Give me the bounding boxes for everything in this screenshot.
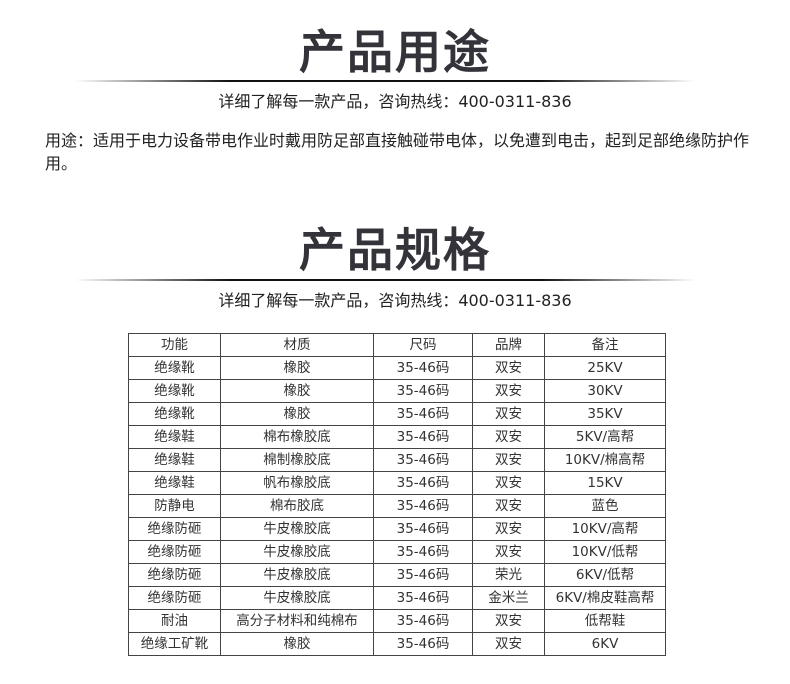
table-cell: 棉布橡胶底: [220, 425, 374, 449]
spec-table: 功能 材质 尺码 品牌 备注 绝缘靴 橡胶 35-46码 双安 25KV 绝缘靴 橡胶 35-46码 双安…: [128, 333, 666, 656]
table-cell: 绝缘工矿靴: [128, 632, 221, 656]
table-cell: 35-46码: [373, 563, 473, 587]
table-cell: 棉制橡胶底: [220, 448, 374, 472]
table-cell: 功能: [128, 333, 221, 357]
table-cell: 10KV/棉高帮: [544, 448, 666, 472]
table-cell: 30KV: [544, 379, 666, 403]
table-cell: 10KV/高帮: [544, 517, 666, 541]
table-cell: 35KV: [544, 402, 666, 426]
table-header-row: 功能 材质 尺码 品牌 备注: [128, 333, 666, 357]
usage-text: 用途：适用于电力设备带电作业时戴用防足部直接触碰带电体，以免遭到电击，起到足部绝…: [45, 131, 750, 173]
table-row: 绝缘防砸 牛皮橡胶底 35-46码 金米兰 6KV/棉皮鞋高帮: [128, 586, 666, 610]
divider: [75, 80, 695, 82]
table-cell: 35-46码: [373, 425, 473, 449]
spec-title: 产品规格: [299, 223, 491, 277]
table-row: 绝缘鞋 棉布橡胶底 35-46码 双安 5KV/高帮: [128, 425, 666, 449]
table-cell: 橡胶: [220, 356, 374, 380]
table-cell: 绝缘靴: [128, 402, 221, 426]
table-cell: 35-46码: [373, 632, 473, 656]
table-cell: 绝缘防砸: [128, 517, 221, 541]
table-cell: 25KV: [544, 356, 666, 380]
table-row: 绝缘靴 橡胶 35-46码 双安 35KV: [128, 402, 666, 426]
table-cell: 35-46码: [373, 609, 473, 633]
table-cell: 35-46码: [373, 494, 473, 518]
table-cell: 15KV: [544, 471, 666, 495]
table-cell: 绝缘防砸: [128, 563, 221, 587]
table-cell: 绝缘防砸: [128, 540, 221, 564]
table-row: 绝缘防砸 牛皮橡胶底 35-46码 荣光 6KV/低帮: [128, 563, 666, 587]
table-row: 绝缘鞋 帆布橡胶底 35-46码 双安 15KV: [128, 471, 666, 495]
table-cell: 牛皮橡胶底: [220, 586, 374, 610]
table-cell: 双安: [472, 425, 545, 449]
table-cell: 35-46码: [373, 540, 473, 564]
table-cell: 双安: [472, 517, 545, 541]
table-cell: 棉布胶底: [220, 494, 374, 518]
table-cell: 双安: [472, 609, 545, 633]
table-cell: 35-46码: [373, 471, 473, 495]
table-cell: 绝缘鞋: [128, 448, 221, 472]
table-cell: 低帮鞋: [544, 609, 666, 633]
table-cell: 35-46码: [373, 517, 473, 541]
table-cell: 橡胶: [220, 632, 374, 656]
table-cell: 6KV/低帮: [544, 563, 666, 587]
table-cell: 35-46码: [373, 379, 473, 403]
table-cell: 双安: [472, 356, 545, 380]
table-cell: 品牌: [472, 333, 545, 357]
table-cell: 橡胶: [220, 379, 374, 403]
usage-title: 产品用途: [299, 25, 491, 79]
table-cell: 双安: [472, 471, 545, 495]
table-cell: 双安: [472, 494, 545, 518]
table-row: 绝缘防砸 牛皮橡胶底 35-46码 双安 10KV/低帮: [128, 540, 666, 564]
table-cell: 金米兰: [472, 586, 545, 610]
table-cell: 双安: [472, 632, 545, 656]
table-cell: 5KV/高帮: [544, 425, 666, 449]
table-row: 绝缘靴 橡胶 35-46码 双安 30KV: [128, 379, 666, 403]
table-cell: 双安: [472, 402, 545, 426]
table-cell: 材质: [220, 333, 374, 357]
spec-subtitle: 详细了解每一款产品，咨询热线：400-0311-836: [218, 291, 572, 310]
table-cell: 绝缘鞋: [128, 425, 221, 449]
table-cell: 10KV/低帮: [544, 540, 666, 564]
table-row: 绝缘鞋 棉制橡胶底 35-46码 双安 10KV/棉高帮: [128, 448, 666, 472]
table-cell: 牛皮橡胶底: [220, 563, 374, 587]
table-cell: 绝缘靴: [128, 356, 221, 380]
table-cell: 绝缘防砸: [128, 586, 221, 610]
table-row: 绝缘工矿靴 橡胶 35-46码 双安 6KV: [128, 632, 666, 656]
table-cell: 35-46码: [373, 448, 473, 472]
table-row: 绝缘靴 橡胶 35-46码 双安 25KV: [128, 356, 666, 380]
divider: [75, 279, 695, 281]
table-row: 耐油 高分子材料和纯棉布 35-46码 双安 低帮鞋: [128, 609, 666, 633]
table-cell: 荣光: [472, 563, 545, 587]
usage-subtitle: 详细了解每一款产品，咨询热线：400-0311-836: [218, 92, 572, 111]
table-cell: 双安: [472, 448, 545, 472]
table-cell: 防静电: [128, 494, 221, 518]
table-cell: 耐油: [128, 609, 221, 633]
table-cell: 备注: [544, 333, 666, 357]
table-cell: 绝缘靴: [128, 379, 221, 403]
table-cell: 35-46码: [373, 402, 473, 426]
table-cell: 6KV: [544, 632, 666, 656]
table-cell: 6KV/棉皮鞋高帮: [544, 586, 666, 610]
table-cell: 牛皮橡胶底: [220, 540, 374, 564]
table-cell: 高分子材料和纯棉布: [220, 609, 374, 633]
table-cell: 35-46码: [373, 356, 473, 380]
table-cell: 蓝色: [544, 494, 666, 518]
table-cell: 橡胶: [220, 402, 374, 426]
table-cell: 双安: [472, 379, 545, 403]
table-cell: 尺码: [373, 333, 473, 357]
table-cell: 帆布橡胶底: [220, 471, 374, 495]
table-cell: 绝缘鞋: [128, 471, 221, 495]
table-cell: 双安: [472, 540, 545, 564]
table-cell: 牛皮橡胶底: [220, 517, 374, 541]
table-row: 防静电 棉布胶底 35-46码 双安 蓝色: [128, 494, 666, 518]
table-row: 绝缘防砸 牛皮橡胶底 35-46码 双安 10KV/高帮: [128, 517, 666, 541]
table-cell: 35-46码: [373, 586, 473, 610]
